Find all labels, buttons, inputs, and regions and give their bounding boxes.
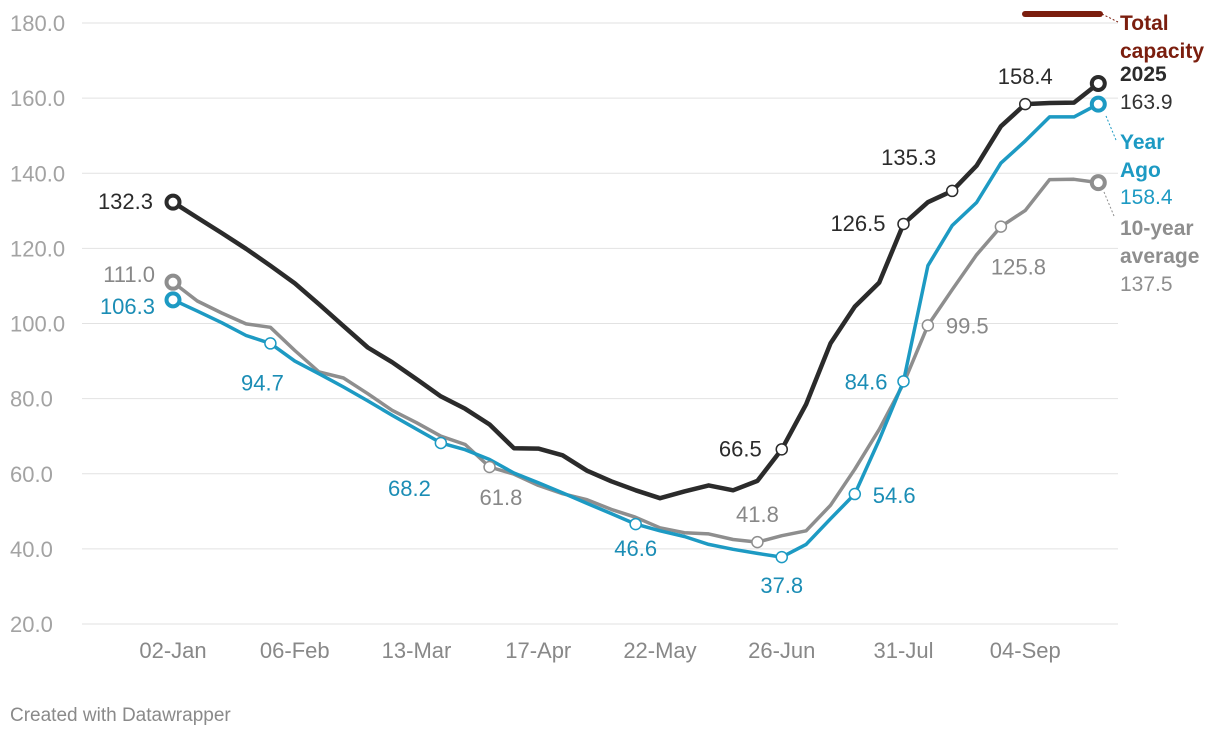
x-tick-label: 06-Feb — [260, 638, 330, 663]
data-point-marker — [434, 436, 448, 450]
data-label: 41.8 — [736, 502, 779, 527]
data-label: 111.0 — [103, 262, 155, 287]
data-label: 54.6 — [873, 483, 916, 508]
y-tick-label: 160.0 — [10, 86, 65, 111]
data-label: 99.5 — [946, 313, 989, 338]
x-tick-label: 04-Sep — [990, 638, 1061, 663]
legend-2025-value: 163.9 — [1120, 91, 1173, 114]
credit-text: Created with Datawrapper — [10, 705, 231, 726]
y-tick-label: 40.0 — [10, 537, 53, 562]
data-point-marker — [629, 517, 642, 531]
data-label: 37.8 — [760, 573, 803, 598]
end-point-marker — [1089, 174, 1107, 192]
y-tick-label: 80.0 — [10, 387, 53, 412]
data-point-marker — [921, 319, 935, 332]
legend-capacity-label: Total — [1120, 12, 1169, 35]
ten-year-connector — [1103, 191, 1115, 217]
series-markers — [164, 74, 1107, 564]
data-label: 125.8 — [991, 255, 1046, 280]
data-label: 84.6 — [845, 369, 888, 394]
data-point-marker — [994, 220, 1008, 233]
data-label: 106.3 — [100, 294, 155, 319]
x-tick-label: 17-Apr — [505, 638, 571, 663]
data-point-marker — [775, 550, 788, 564]
data-point-marker — [897, 375, 910, 388]
data-labels: 111.0 61.8 41.8 99.5 125.8 106.3 94.7 68.2 46.6 3… — [98, 64, 1053, 598]
series-line — [171, 177, 1101, 544]
x-tick-label: 13-Mar — [382, 638, 452, 663]
line-chart: 20.0 40.0 60.0 80.0 100.0 120.0 140.0 160.0 180.… — [10, 11, 1204, 663]
data-label: 135.3 — [881, 145, 936, 170]
data-label: 158.4 — [998, 64, 1053, 89]
y-tick-label: 20.0 — [10, 612, 53, 637]
x-tick-label: 31-Jul — [874, 638, 934, 663]
x-tick-label: 26-Jun — [748, 638, 815, 663]
end-point-marker — [1089, 95, 1107, 113]
y-tick-label: 120.0 — [10, 236, 65, 261]
data-point-marker — [751, 535, 764, 549]
data-label: 132.3 — [98, 189, 153, 214]
data-point-marker — [483, 460, 496, 474]
data-label: 94.7 — [241, 370, 284, 395]
data-point-marker — [897, 217, 910, 231]
data-point-marker — [775, 443, 788, 456]
legend-year-ago-value: 158.4 — [1120, 186, 1173, 209]
y-tick-label: 60.0 — [10, 462, 53, 487]
y-tick-label: 140.0 — [10, 161, 65, 186]
data-point-marker — [1019, 97, 1032, 111]
data-label: 126.5 — [830, 211, 885, 236]
year-ago-connector — [1105, 115, 1117, 141]
legend-capacity-label: capacity — [1120, 40, 1204, 63]
legend-ten-year-value: 137.5 — [1120, 273, 1173, 296]
data-point-marker — [848, 487, 862, 501]
legend-ten-year-label: 10-year — [1120, 217, 1194, 240]
data-point-marker — [164, 193, 182, 211]
x-tick-label: 22-May — [623, 638, 696, 663]
y-tick-label: 180.0 — [10, 11, 65, 36]
legend-2025-label: 2025 — [1120, 63, 1167, 86]
y-tick-label: 100.0 — [10, 312, 65, 337]
legend-ten-year-label: average — [1120, 245, 1199, 268]
axis-ticks: 20.0 40.0 60.0 80.0 100.0 120.0 140.0 160.0 180.… — [10, 11, 1061, 663]
capacity-connector — [1101, 13, 1119, 23]
series-line — [170, 81, 1101, 501]
legend-year-ago-label: Year — [1120, 131, 1164, 154]
legend-year-ago-label: Ago — [1120, 159, 1161, 182]
data-label: 61.8 — [480, 485, 523, 510]
data-point-marker — [945, 184, 959, 198]
data-point-marker — [264, 337, 277, 350]
data-point-marker — [164, 273, 182, 291]
data-label: 66.5 — [719, 436, 762, 461]
data-point-marker — [164, 291, 182, 309]
data-label: 68.2 — [388, 476, 431, 501]
end-point-marker — [1089, 74, 1107, 92]
data-label: 46.6 — [614, 536, 657, 561]
x-tick-label: 02-Jan — [139, 638, 206, 663]
